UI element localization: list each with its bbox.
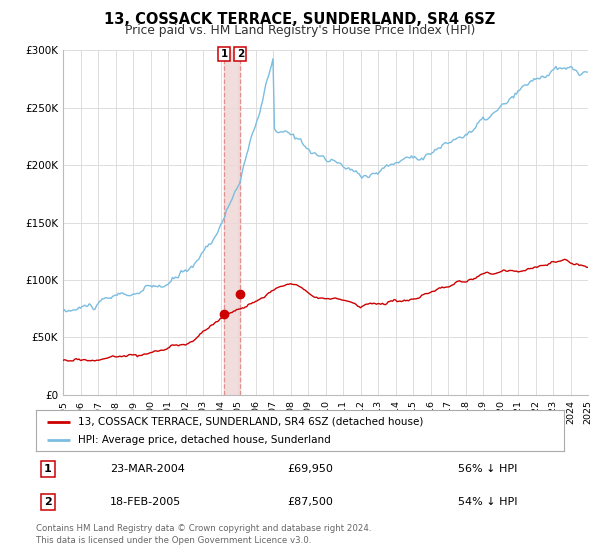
Text: 13, COSSACK TERRACE, SUNDERLAND, SR4 6SZ (detached house): 13, COSSACK TERRACE, SUNDERLAND, SR4 6SZ… [78, 417, 424, 427]
Text: 56% ↓ HPI: 56% ↓ HPI [458, 464, 518, 474]
Text: This data is licensed under the Open Government Licence v3.0.: This data is licensed under the Open Gov… [36, 536, 311, 545]
Text: Contains HM Land Registry data © Crown copyright and database right 2024.: Contains HM Land Registry data © Crown c… [36, 524, 371, 533]
Text: £87,500: £87,500 [287, 497, 334, 507]
Text: 1: 1 [221, 49, 228, 59]
Text: 2: 2 [44, 497, 52, 507]
Text: Price paid vs. HM Land Registry's House Price Index (HPI): Price paid vs. HM Land Registry's House … [125, 24, 475, 36]
Text: 1: 1 [44, 464, 52, 474]
Bar [224, 50, 240, 395]
Text: 2: 2 [236, 49, 244, 59]
Text: 13, COSSACK TERRACE, SUNDERLAND, SR4 6SZ: 13, COSSACK TERRACE, SUNDERLAND, SR4 6SZ [104, 12, 496, 27]
Text: 54% ↓ HPI: 54% ↓ HPI [458, 497, 518, 507]
Text: £69,950: £69,950 [287, 464, 334, 474]
Text: 23-MAR-2004: 23-MAR-2004 [110, 464, 185, 474]
Text: 18-FEB-2005: 18-FEB-2005 [110, 497, 181, 507]
Text: HPI: Average price, detached house, Sunderland: HPI: Average price, detached house, Sund… [78, 435, 331, 445]
